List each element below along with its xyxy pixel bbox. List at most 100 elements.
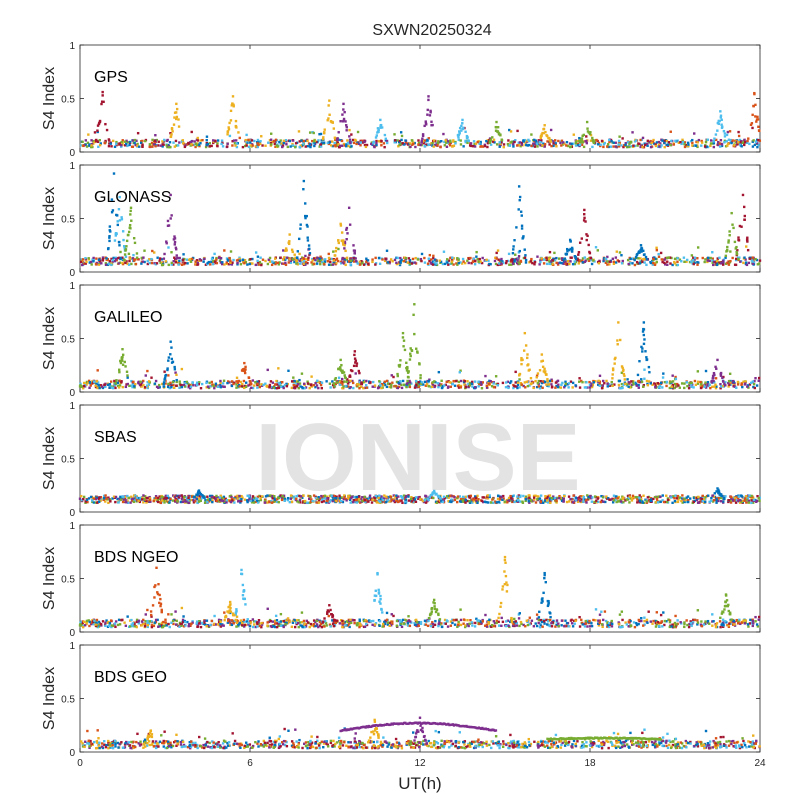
data-point <box>333 142 335 144</box>
data-point <box>208 382 210 384</box>
data-point <box>399 262 401 264</box>
data-point <box>153 500 155 502</box>
data-point <box>737 381 739 383</box>
data-point <box>319 263 321 265</box>
data-point <box>461 119 463 121</box>
data-point <box>323 263 325 265</box>
data-point <box>107 384 109 386</box>
data-point <box>618 384 620 386</box>
data-point <box>352 244 354 246</box>
data-point <box>641 146 643 148</box>
data-point <box>724 132 726 134</box>
data-point <box>726 249 728 251</box>
data-point <box>591 146 593 148</box>
data-point <box>663 140 665 142</box>
data-point <box>619 380 621 382</box>
data-point <box>494 260 496 262</box>
data-point <box>455 380 457 382</box>
data-point <box>327 104 329 106</box>
data-point <box>569 239 571 241</box>
data-point <box>669 381 671 383</box>
data-point <box>129 210 131 212</box>
data-point <box>694 257 696 259</box>
data-point <box>350 145 352 147</box>
data-point <box>190 386 192 388</box>
data-point <box>231 144 233 146</box>
data-point <box>634 264 636 266</box>
data-point <box>437 386 439 388</box>
data-point <box>170 136 172 138</box>
data-point <box>81 141 83 143</box>
data-point <box>104 142 106 144</box>
data-point <box>258 263 260 265</box>
data-point <box>169 194 171 196</box>
data-point <box>90 144 92 146</box>
data-point <box>215 258 217 260</box>
data-point <box>155 380 157 382</box>
data-point <box>285 143 287 145</box>
data-point <box>676 497 678 499</box>
data-point <box>242 370 244 372</box>
data-point <box>675 378 677 380</box>
data-point <box>114 501 116 503</box>
data-point <box>557 386 559 388</box>
data-point <box>738 495 740 497</box>
data-point <box>399 359 401 361</box>
data-point <box>671 264 673 266</box>
data-point <box>578 262 580 264</box>
y-tick-label: 0.5 <box>61 455 75 466</box>
data-point <box>337 239 339 241</box>
data-point <box>339 120 341 122</box>
data-point <box>439 260 441 262</box>
data-point <box>486 385 488 387</box>
data-point <box>299 146 301 148</box>
data-point <box>519 250 521 252</box>
data-point <box>101 91 103 93</box>
data-point <box>322 136 324 138</box>
data-point <box>679 141 681 143</box>
data-point <box>534 145 536 147</box>
data-point <box>751 114 753 116</box>
data-point <box>755 141 757 143</box>
data-point <box>108 145 110 147</box>
data-point <box>745 495 747 497</box>
data-point <box>597 143 599 145</box>
data-point <box>751 127 753 129</box>
data-point <box>289 140 291 142</box>
data-point <box>375 144 377 146</box>
data-point <box>698 139 700 141</box>
data-point <box>163 257 165 259</box>
data-point <box>601 387 603 389</box>
data-point <box>739 141 741 143</box>
data-point <box>638 387 640 389</box>
data-point <box>750 502 752 504</box>
data-point <box>512 245 514 247</box>
data-point <box>228 122 230 124</box>
data-point <box>201 139 203 141</box>
data-point <box>645 264 647 266</box>
data-point <box>680 260 682 262</box>
data-point <box>758 497 760 499</box>
data-point <box>679 387 681 389</box>
data-point <box>485 140 487 142</box>
data-point <box>522 140 524 142</box>
data-point <box>663 501 665 503</box>
data-point <box>490 139 492 141</box>
data-point <box>692 386 694 388</box>
data-point <box>433 380 435 382</box>
data-point <box>289 145 291 147</box>
data-point <box>339 368 341 370</box>
data-point <box>719 142 721 144</box>
data-point <box>446 146 448 148</box>
data-point <box>687 143 689 145</box>
data-point <box>446 261 448 263</box>
data-point <box>394 259 396 261</box>
data-point <box>221 261 223 263</box>
data-point <box>124 249 126 251</box>
data-point <box>650 142 652 144</box>
data-point <box>511 259 513 261</box>
data-point <box>186 258 188 260</box>
data-point <box>172 141 174 143</box>
data-point <box>211 501 213 503</box>
